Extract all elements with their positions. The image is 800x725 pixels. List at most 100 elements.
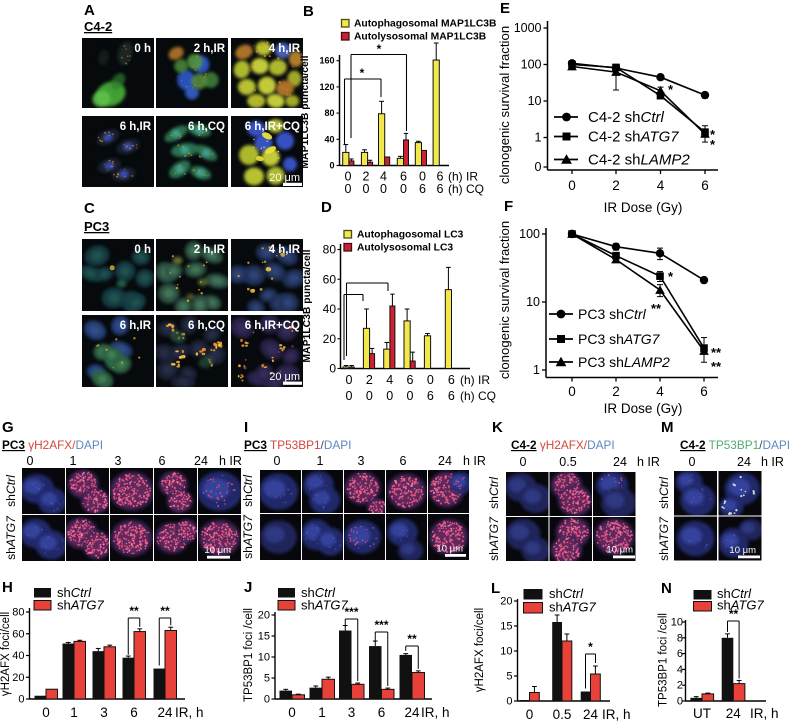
svg-text:6 h,IR+CQ: 6 h,IR+CQ (245, 121, 300, 133)
svg-text:PC3 γH2AFX/DAPI: PC3 γH2AFX/DAPI (2, 438, 103, 452)
svg-text:IR, h: IR, h (175, 705, 204, 720)
svg-text:6 h,IR: 6 h,IR (120, 121, 152, 133)
svg-text:Autophagosomal LC3: Autophagosomal LC3 (357, 230, 464, 241)
svg-text:H: H (2, 579, 13, 596)
svg-text:0: 0 (363, 182, 370, 196)
svg-text:6 h,CQ: 6 h,CQ (188, 121, 225, 133)
svg-text:6: 6 (700, 384, 708, 399)
svg-text:UT: UT (693, 706, 711, 721)
svg-text:10 μm: 10 μm (606, 545, 633, 556)
svg-text:8: 8 (677, 632, 683, 644)
svg-text:**: ** (160, 604, 170, 618)
svg-text:*: * (588, 640, 593, 654)
svg-text:PC3 TP53BP1/DAPI: PC3 TP53BP1/DAPI (244, 438, 351, 452)
svg-text:PC3: PC3 (84, 219, 109, 234)
svg-text:6: 6 (448, 389, 455, 403)
svg-text:6: 6 (159, 454, 166, 468)
svg-text:0: 0 (380, 182, 387, 196)
svg-text:E: E (500, 0, 510, 17)
svg-text:10 μm: 10 μm (729, 545, 756, 556)
svg-text:0 h: 0 h (134, 43, 151, 55)
svg-text:h IR: h IR (761, 455, 784, 469)
svg-text:20: 20 (500, 596, 512, 608)
svg-text:MAP1LC3B puncta/cell: MAP1LC3B puncta/cell (302, 249, 313, 362)
svg-text:80: 80 (324, 108, 334, 118)
svg-text:0: 0 (520, 455, 527, 469)
svg-text:TP53BP1 foci /cell: TP53BP1 foci /cell (658, 613, 670, 707)
svg-text:shCtrl: shCtrl (241, 475, 255, 507)
svg-text:shATG7: shATG7 (241, 514, 255, 559)
svg-text:0: 0 (18, 694, 24, 706)
svg-text:A: A (84, 2, 95, 19)
svg-text:C4-2 shLAMP2: C4-2 shLAMP2 (588, 152, 690, 169)
svg-text:0: 0 (506, 696, 512, 708)
svg-text:C4-2 shATG7: C4-2 shATG7 (588, 129, 679, 146)
svg-text:60: 60 (12, 628, 24, 640)
svg-text:20 μm: 20 μm (269, 172, 300, 184)
svg-text:0: 0 (400, 182, 407, 196)
svg-text:0: 0 (677, 696, 683, 708)
svg-text:PC3 shATG7: PC3 shATG7 (578, 331, 661, 347)
svg-text:5: 5 (264, 673, 270, 685)
svg-text:h IR: h IR (463, 454, 486, 468)
svg-text:40: 40 (12, 650, 24, 662)
svg-text:0: 0 (264, 694, 270, 706)
svg-text:**: ** (129, 604, 139, 618)
svg-text:2: 2 (366, 373, 373, 387)
svg-text:shATG7: shATG7 (301, 598, 348, 613)
svg-text:6: 6 (701, 178, 709, 193)
svg-text:shATG7: shATG7 (717, 598, 764, 613)
svg-text:0.5: 0.5 (559, 455, 576, 469)
svg-text:γH2AFX foci/cell: γH2AFX foci/cell (0, 612, 12, 696)
svg-text:24: 24 (194, 454, 208, 468)
svg-text:IR, h: IR, h (602, 707, 631, 722)
svg-text:shCtrl: shCtrl (57, 585, 92, 600)
svg-text:5: 5 (506, 671, 512, 683)
svg-text:4 h,IR: 4 h,IR (269, 43, 301, 55)
svg-text:6 h,CQ: 6 h,CQ (188, 320, 225, 332)
svg-text:0.5: 0.5 (553, 707, 572, 722)
svg-text:4: 4 (386, 373, 393, 387)
svg-text:3: 3 (100, 705, 108, 720)
svg-text:0: 0 (526, 707, 534, 722)
svg-text:shATG7: shATG7 (4, 515, 18, 560)
svg-text:*: * (668, 82, 674, 97)
svg-text:1: 1 (533, 363, 540, 377)
svg-text:**: ** (711, 345, 722, 360)
svg-text:6: 6 (400, 454, 407, 468)
svg-text:100: 100 (521, 58, 542, 72)
svg-text:**: ** (651, 301, 662, 316)
svg-text:***: *** (374, 618, 388, 632)
svg-text:IR, h: IR, h (750, 706, 779, 721)
svg-text:C4-2: C4-2 (84, 19, 112, 34)
svg-text:0: 0 (407, 389, 414, 403)
svg-text:6: 6 (400, 170, 407, 184)
svg-text:20: 20 (258, 610, 270, 622)
svg-text:1: 1 (535, 131, 542, 145)
svg-text:6 h,IR+CQ: 6 h,IR+CQ (245, 320, 300, 332)
svg-text:6: 6 (437, 182, 444, 196)
svg-text:24: 24 (726, 706, 742, 721)
svg-text:shCtrl: shCtrl (487, 477, 501, 509)
svg-text:0: 0 (386, 389, 393, 403)
svg-text:2: 2 (612, 384, 620, 399)
svg-text:0: 0 (274, 454, 281, 468)
svg-text:(h) CQ: (h) CQ (460, 389, 496, 403)
svg-text:shATG7: shATG7 (657, 516, 671, 561)
svg-text:shCtrl: shCtrl (4, 475, 18, 507)
svg-text:shCtrl: shCtrl (549, 586, 584, 601)
svg-text:0: 0 (42, 705, 50, 720)
svg-text:0: 0 (535, 160, 542, 174)
svg-text:6: 6 (448, 373, 455, 387)
svg-text:80: 80 (12, 607, 24, 619)
svg-text:10: 10 (526, 295, 540, 309)
svg-text:40: 40 (323, 302, 337, 316)
svg-text:PC3 shLAMP2: PC3 shLAMP2 (578, 354, 670, 370)
svg-text:0: 0 (288, 705, 296, 720)
svg-text:0: 0 (345, 182, 352, 196)
svg-text:1: 1 (317, 454, 324, 468)
svg-text:4: 4 (677, 664, 683, 676)
svg-text:4: 4 (380, 170, 387, 184)
svg-text:3: 3 (115, 454, 122, 468)
svg-text:*: * (710, 137, 716, 152)
